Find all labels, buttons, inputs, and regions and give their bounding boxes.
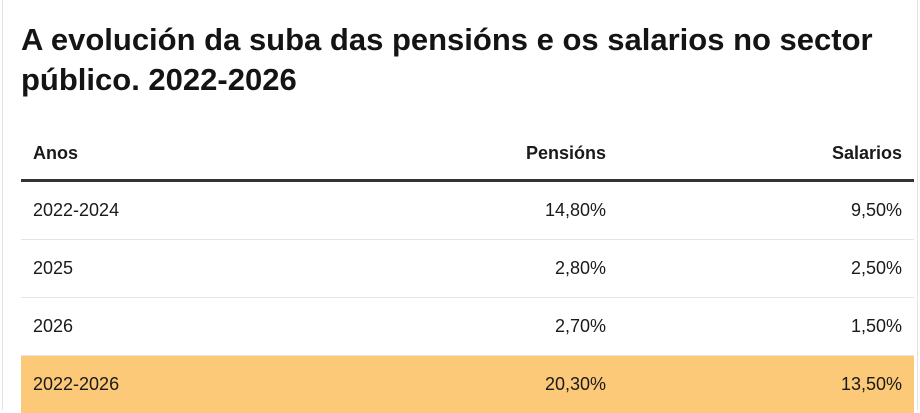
table-row: 2025 2,80% 2,50% xyxy=(21,240,914,298)
table-row: 2026 2,70% 1,50% xyxy=(21,298,914,356)
data-table: Anos Pensións Salarios 2022-2024 14,80% … xyxy=(21,127,914,413)
column-header-salarios: Salarios xyxy=(618,127,914,181)
cell-salarios: 1,50% xyxy=(618,298,914,356)
cell-pensions: 2,80% xyxy=(321,240,618,298)
cell-salarios: 13,50% xyxy=(618,356,914,413)
cell-anos: 2025 xyxy=(21,240,321,298)
cell-salarios: 9,50% xyxy=(618,181,914,240)
column-header-anos: Anos xyxy=(21,127,321,181)
cell-salarios: 2,50% xyxy=(618,240,914,298)
table-row: 2022-2024 14,80% 9,50% xyxy=(21,181,914,240)
cell-pensions: 20,30% xyxy=(321,356,618,413)
cell-pensions: 2,70% xyxy=(321,298,618,356)
cell-pensions: 14,80% xyxy=(321,181,618,240)
cell-anos: 2026 xyxy=(21,298,321,356)
table-row-total: 2022-2026 20,30% 13,50% xyxy=(21,356,914,413)
column-header-pensions: Pensións xyxy=(321,127,618,181)
table-title: A evolución da suba das pensións e os sa… xyxy=(21,20,901,100)
cell-anos: 2022-2026 xyxy=(21,356,321,413)
cell-anos: 2022-2024 xyxy=(21,181,321,240)
table-header-row: Anos Pensións Salarios xyxy=(21,127,914,181)
